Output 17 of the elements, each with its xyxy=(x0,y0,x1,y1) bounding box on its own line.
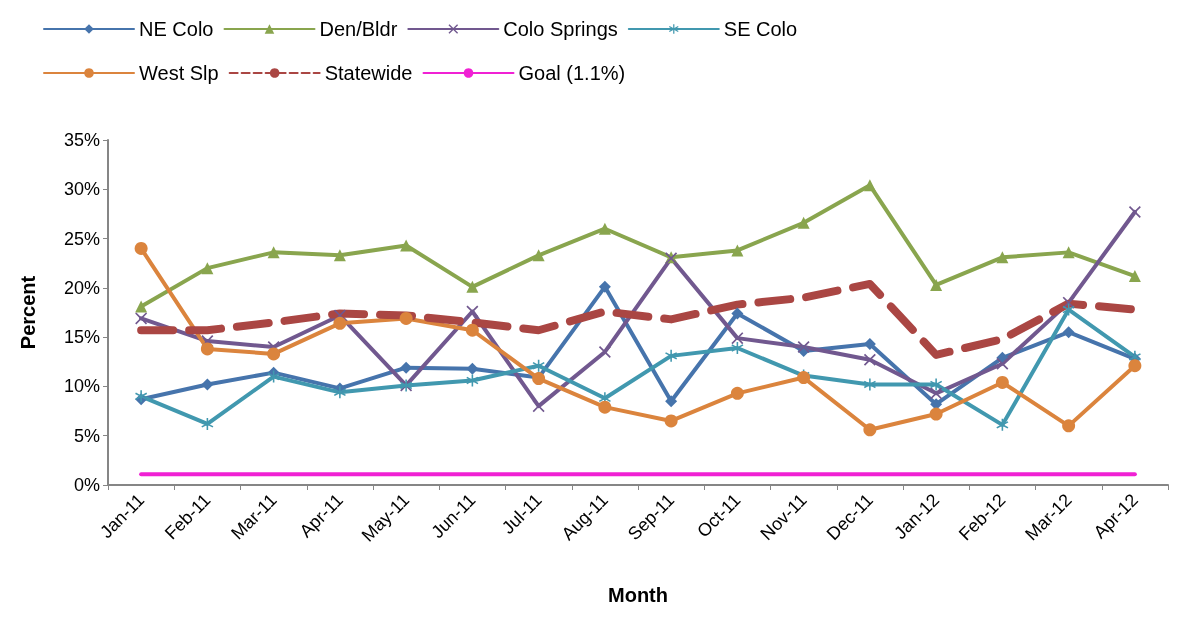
y-tick-label: 5% xyxy=(73,425,100,446)
legend-label: Den/Bldr xyxy=(319,18,398,40)
y-tick-label: 30% xyxy=(63,179,100,200)
legend-label: Goal (1.1%) xyxy=(518,62,626,84)
y-tick-label: 20% xyxy=(63,277,100,298)
legend-label: NE Colo xyxy=(139,18,214,40)
y-tick-label: 15% xyxy=(63,327,100,348)
legend-label: Colo Springs xyxy=(503,18,618,40)
legend-label: SE Colo xyxy=(723,18,798,40)
y-tick-label: 10% xyxy=(63,376,100,397)
y-axis-title: Percent xyxy=(17,275,39,350)
y-tick-label: 25% xyxy=(63,228,100,249)
x-axis-title: Month xyxy=(608,584,668,606)
legend-label: Statewide xyxy=(324,62,413,84)
legend-label: West Slp xyxy=(139,62,219,84)
y-tick-label: 0% xyxy=(73,475,100,495)
y-tick-label: 35% xyxy=(63,130,100,150)
